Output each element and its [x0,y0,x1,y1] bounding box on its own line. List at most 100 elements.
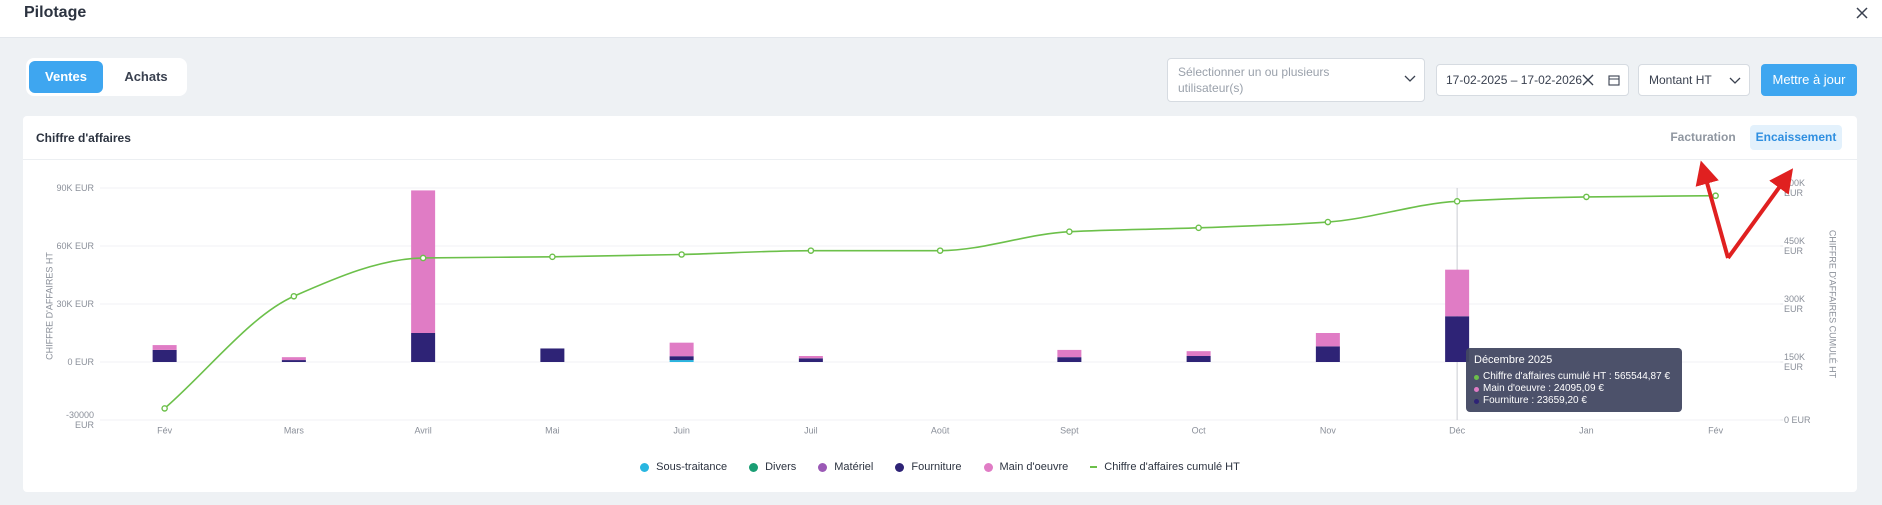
line-point [1583,193,1590,201]
header [0,0,1882,38]
legend-label: Divers [765,461,797,473]
bar-segment [1445,316,1470,362]
x-tick-label: Août [931,425,950,435]
legend-item[interactable]: Chiffre d'affaires cumulé HT [1090,461,1240,473]
legend-marker [1090,466,1098,468]
legend-item[interactable]: Divers [749,461,796,473]
bar-segment [540,348,565,362]
tooltip-line: Chiffre d'affaires cumulé HT : 565544,87… [1474,371,1674,383]
bar-segment [1057,349,1082,358]
line-point [161,405,168,412]
line-point [807,247,815,254]
y2-tick-label: 450K EUR [1784,236,1806,256]
tooltip-line: Fourniture : 23659,20 € [1474,395,1674,407]
tooltip-text: Chiffre d'affaires cumulé HT : 565544,87… [1483,371,1671,382]
submit-button[interactable]: Mettre à jour [1761,64,1857,96]
legend-label: Sous-traitance [656,461,728,473]
tab[interactable]: Ventes [29,61,103,93]
date-text: 17-02-2025 – 17-02-2026 [1446,73,1582,87]
y2-tick-label: 150K EUR [1784,352,1806,372]
line-point [290,292,298,300]
y-tick-label: -30000 EUR [65,410,94,430]
legend-item[interactable]: Main d'oeuvre [983,461,1069,473]
legend-item[interactable]: Matériel [818,461,873,473]
y2-tick-label: 300K EUR [1784,294,1806,314]
x-tick-label: Mars [284,425,304,435]
y-axis-title: CHIFFRE D'AFFAIRES HT [44,252,54,360]
card-title: Chiffre d'affaires [36,131,131,145]
bar-segment [669,342,694,357]
x-tick-label: Oct [1192,425,1207,435]
bar-segment [411,333,436,362]
placeholder: Sélectionner un ou plusieurs utilisateur… [1178,65,1330,95]
y-tick-label: 60K EUR [56,241,94,251]
x-tick-label: Nov [1320,425,1337,435]
legend-label: Fourniture [911,461,962,473]
bar-segment [152,345,177,350]
line-point [678,251,685,258]
line-point [549,253,556,261]
line-point [1195,224,1202,232]
amount-select[interactable]: Montant HT [1638,64,1750,96]
toggle-button[interactable]: Facturation [1670,130,1736,144]
legend-marker [640,462,650,472]
y2-tick-label: 0 EUR [1784,415,1811,425]
tooltip-marker [1474,398,1479,404]
tooltip-marker [1474,374,1479,380]
bar-segment [281,360,306,362]
bar-segment [1057,357,1082,362]
tooltip-title: Décembre 2025 [1474,354,1553,366]
y-tick-label: 90K EUR [56,183,94,193]
amount-text: Montant HT [1649,73,1712,87]
y2-axis-title: CHIFFRE D'AFFAIRES CUMULÉ HT [1828,230,1838,379]
legend-item[interactable]: Fourniture [895,461,962,473]
header-title: Pilotage [24,4,87,21]
y2-tick-label: 600K EUR [1784,178,1806,198]
card-header [23,116,1857,160]
bar-segment [411,190,436,333]
legend-marker [895,462,905,472]
legend-marker [818,462,828,472]
bar-segment [669,360,694,362]
close-button[interactable] [1855,6,1869,20]
tooltip-text: Fourniture : 23659,20 € [1483,395,1587,406]
line-point [1066,228,1073,235]
tooltip-line: Main d'oeuvre : 24095,09 € [1474,383,1674,395]
bar-segment [1186,356,1211,362]
legend-label: Main d'oeuvre [999,461,1069,473]
y-tick-label: 30K EUR [56,299,94,309]
x-tick-label: Juin [673,425,690,435]
line-point [1453,198,1461,205]
legend: Sous-traitance Divers Matériel Fourniture Ma… [23,461,1857,473]
line-point [936,247,944,254]
x-tick-label: Juil [804,425,818,435]
legend-label: Chiffre d'affaires cumulé HT [1104,461,1240,473]
tooltip-marker [1474,386,1479,392]
x-tick-label: Fév [157,425,173,435]
tooltip-text: Main d'oeuvre : 24095,09 € [1483,383,1604,394]
calendar-icon[interactable] [1608,74,1620,86]
chevron [1729,77,1741,84]
bar-segment [1315,333,1340,347]
bar-segment [1186,351,1211,357]
line-point [1324,218,1332,226]
bar-segment [1445,269,1470,317]
tab[interactable]: Achats [124,69,168,84]
x-tick-label: Sept [1060,425,1079,435]
bar-segment [669,356,694,361]
date-range[interactable]: 17-02-2025 – 17-02-2026 [1436,64,1629,96]
x-tick-label: Déc [1449,425,1466,435]
toggle-button[interactable]: Encaissement [1750,125,1842,150]
line-point [419,254,427,262]
bar-segment [1315,346,1340,362]
line-point [1712,192,1719,200]
legend-item[interactable]: Sous-traitance [640,461,727,473]
bar-segment [798,356,823,359]
clear-icon[interactable] [1582,74,1594,86]
bar-segment [798,358,823,362]
x-tick-label: Mai [545,425,560,435]
user-select[interactable]: Sélectionner un ou plusieurs utilisateur… [1167,58,1425,102]
tooltip: Décembre 2025 Chiffre d'affaires cumulé … [1466,348,1682,412]
x-tick-label: Jan [1579,425,1594,435]
